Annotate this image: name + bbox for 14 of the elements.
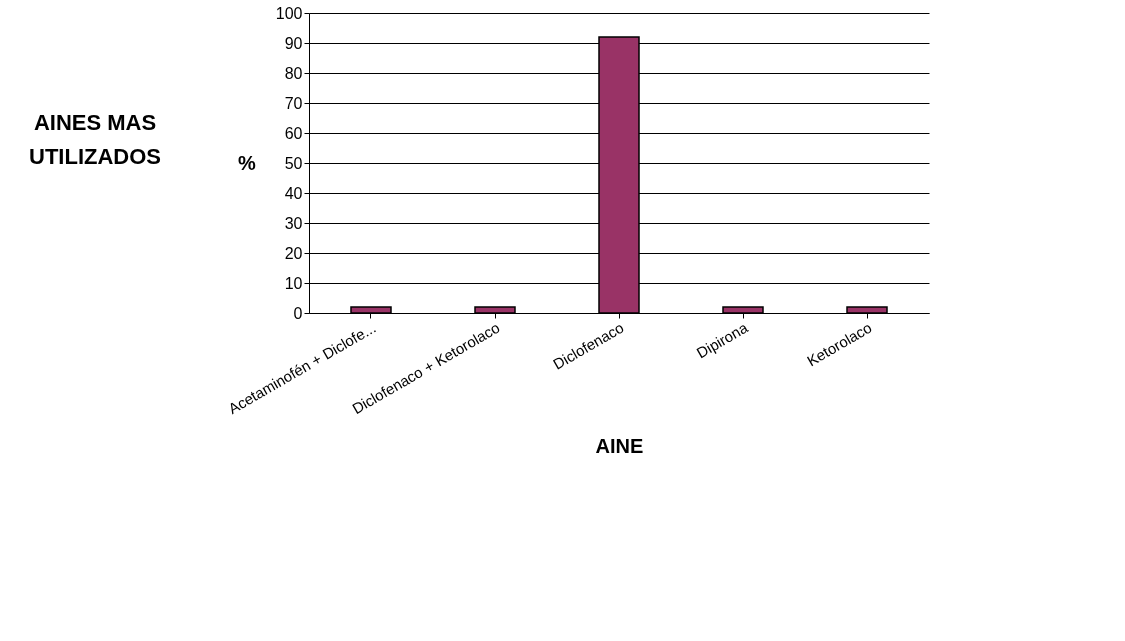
y-tick-label: 70 [284,94,303,112]
y-tick-label: 60 [284,124,303,142]
y-tick-label: 40 [284,184,303,202]
y-tick-label: 80 [284,64,303,82]
y-tick-label: 90 [284,34,303,52]
y-tick-label: 50 [284,154,303,172]
text: AINES MAS UTILIZADOS [29,110,161,169]
y-tick-label: 10 [284,274,303,292]
y-tick-label: 0 [293,304,303,322]
y-tick-label: 100 [275,4,303,22]
y-tick-label: 20 [284,244,303,262]
y-axis-title: % [238,151,257,174]
x-axis-title: AINE [595,435,644,458]
y-tick-label: 30 [284,214,303,232]
